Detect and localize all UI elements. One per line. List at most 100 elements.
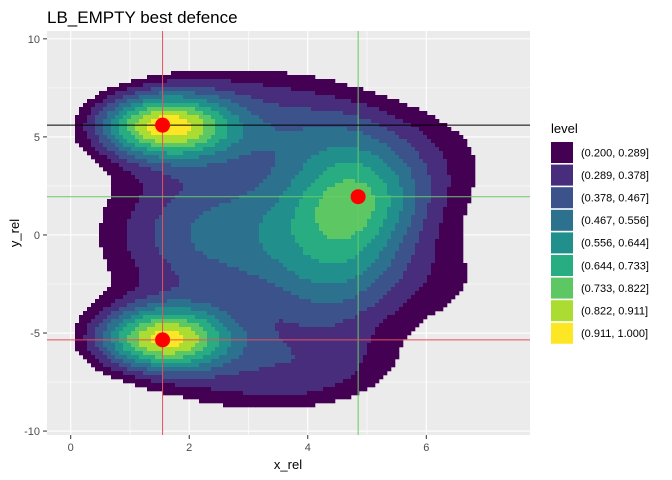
contour-cell	[183, 127, 188, 132]
contour-cell	[191, 91, 196, 96]
contour-cell	[263, 255, 268, 260]
contour-cell	[123, 151, 128, 156]
contour-cell	[87, 131, 92, 136]
contour-cell	[163, 183, 168, 188]
contour-cell	[295, 351, 300, 356]
contour-cell	[315, 307, 320, 312]
contour-cell	[191, 327, 196, 332]
contour-cell	[151, 231, 156, 236]
contour-cell	[291, 291, 296, 296]
contour-cell	[287, 147, 292, 152]
contour-cell	[239, 347, 244, 352]
contour-cell	[307, 275, 312, 280]
contour-cell	[303, 287, 308, 292]
contour-cell	[143, 307, 148, 312]
contour-cell	[283, 211, 288, 216]
contour-cell	[303, 79, 308, 84]
contour-cell	[303, 359, 308, 364]
contour-cell	[111, 247, 116, 252]
contour-cell	[203, 267, 208, 272]
contour-cell	[215, 231, 220, 236]
contour-cell	[315, 99, 320, 104]
contour-cell	[255, 219, 260, 224]
contour-cell	[239, 203, 244, 208]
contour-cell	[171, 291, 176, 296]
contour-cell	[203, 79, 208, 84]
contour-cell	[175, 299, 180, 304]
contour-cell	[139, 335, 144, 340]
contour-cell	[123, 375, 128, 380]
contour-cell	[163, 287, 168, 292]
contour-cell	[171, 287, 176, 292]
contour-cell	[119, 107, 124, 112]
contour-cell	[115, 251, 120, 256]
contour-cell	[331, 183, 336, 188]
contour-cell	[303, 335, 308, 340]
contour-cell	[119, 263, 124, 268]
contour-cell	[323, 239, 328, 244]
contour-cell	[107, 307, 112, 312]
contour-cell	[143, 127, 148, 132]
contour-cell	[263, 199, 268, 204]
contour-cell	[243, 175, 248, 180]
contour-cell	[131, 115, 136, 120]
contour-cell	[111, 243, 116, 248]
contour-cell	[95, 311, 100, 316]
contour-cell	[171, 275, 176, 280]
contour-cell	[247, 403, 252, 408]
contour-cell	[163, 91, 168, 96]
contour-cell	[227, 235, 232, 240]
contour-cell	[111, 207, 116, 212]
contour-cell	[211, 283, 216, 288]
contour-cell	[215, 111, 220, 116]
contour-cell	[147, 99, 152, 104]
contour-cell	[231, 375, 236, 380]
contour-cell	[179, 115, 184, 120]
contour-cell	[263, 355, 268, 360]
contour-cell	[243, 159, 248, 164]
contour-cell	[123, 215, 128, 220]
contour-cell	[179, 331, 184, 336]
contour-cell	[103, 127, 108, 132]
contour-cell	[191, 119, 196, 124]
contour-cell	[107, 339, 112, 344]
contour-cell	[183, 395, 188, 400]
contour-cell	[335, 215, 340, 220]
contour-cell	[195, 115, 200, 120]
contour-cell	[211, 187, 216, 192]
contour-cell	[187, 387, 192, 392]
contour-cell	[323, 223, 328, 228]
contour-cell	[155, 163, 160, 168]
contour-cell	[251, 283, 256, 288]
contour-cell	[95, 327, 100, 332]
contour-cell	[263, 399, 268, 404]
contour-cell	[171, 299, 176, 304]
contour-cell	[231, 95, 236, 100]
contour-cell	[195, 267, 200, 272]
contour-cell	[235, 335, 240, 340]
contour-cell	[183, 383, 188, 388]
contour-cell	[279, 91, 284, 96]
contour-cell	[287, 203, 292, 208]
contour-cell	[131, 215, 136, 220]
contour-cell	[155, 387, 160, 392]
contour-cell	[299, 267, 304, 272]
contour-cell	[187, 215, 192, 220]
contour-cell	[247, 363, 252, 368]
contour-cell	[123, 135, 128, 140]
contour-cell	[175, 83, 180, 88]
contour-cell	[159, 183, 164, 188]
contour-cell	[235, 331, 240, 336]
contour-cell	[195, 391, 200, 396]
contour-cell	[291, 75, 296, 80]
contour-cell	[331, 307, 336, 312]
contour-cell	[219, 219, 224, 224]
contour-cell	[151, 351, 156, 356]
contour-cell	[259, 355, 264, 360]
contour-cell	[207, 327, 212, 332]
contour-cell	[223, 91, 228, 96]
contour-cell	[111, 119, 116, 124]
contour-cell	[159, 295, 164, 300]
contour-cell	[211, 239, 216, 244]
contour-cell	[307, 303, 312, 308]
